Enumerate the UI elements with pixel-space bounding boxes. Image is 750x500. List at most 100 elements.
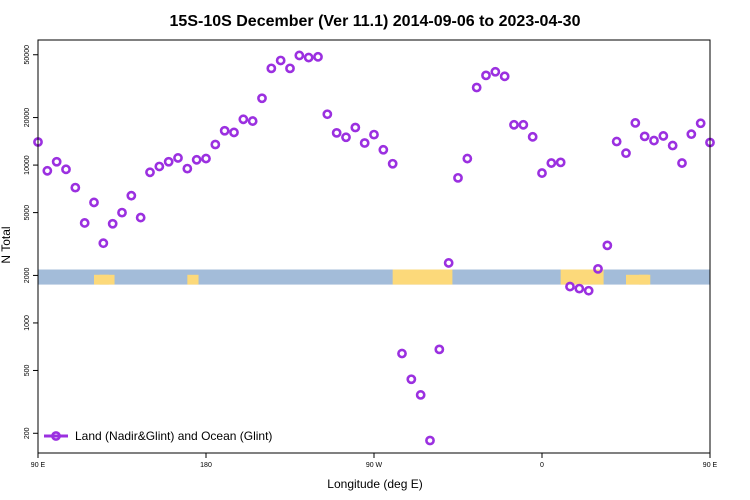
x-tick-label: 180 <box>200 462 212 469</box>
data-point <box>107 218 118 229</box>
data-point <box>462 153 473 164</box>
land-band <box>187 274 199 285</box>
data-point <box>611 136 622 147</box>
chart-title: 15S-10S December (Ver 11.1) 2014-09-06 t… <box>170 13 581 30</box>
data-point <box>369 129 379 140</box>
land-band <box>560 269 604 285</box>
data-point <box>145 167 155 178</box>
y-tick-label: 5000 <box>24 205 31 221</box>
land-band <box>392 269 453 285</box>
data-point <box>481 70 491 81</box>
y-tick-label: 20000 <box>24 108 31 128</box>
data-point <box>406 374 417 385</box>
land-band <box>99 274 109 285</box>
data-point <box>602 240 613 251</box>
data-point <box>667 140 678 151</box>
data-point <box>210 139 221 150</box>
legend-marker <box>51 431 61 441</box>
x-tick-label: 90 W <box>366 462 383 469</box>
data-point <box>593 263 603 274</box>
data-point <box>285 63 295 74</box>
data-point <box>490 66 501 77</box>
data-point <box>537 168 547 178</box>
data-point <box>649 135 659 146</box>
y-axis-label: N Total <box>0 226 13 263</box>
data-point <box>135 212 146 223</box>
data-point <box>98 238 109 249</box>
data-point <box>117 207 127 218</box>
data-point <box>546 158 557 168</box>
y-tick-label: 1000 <box>24 315 31 331</box>
data-points <box>33 50 715 446</box>
data-point <box>79 218 90 228</box>
data-point <box>341 132 351 143</box>
data-point <box>247 116 258 126</box>
data-point <box>322 109 333 120</box>
x-tick-label: 90 E <box>31 462 46 469</box>
y-tick-label: 2000 <box>24 268 31 284</box>
ocean-land-band <box>38 269 710 285</box>
data-point <box>350 122 361 133</box>
y-tick-label: 10000 <box>24 155 31 175</box>
data-point <box>51 156 62 167</box>
data-point <box>229 127 239 138</box>
data-point <box>499 71 510 82</box>
data-point <box>303 52 314 63</box>
x-tick-label: 90 E <box>703 462 718 469</box>
data-point <box>275 55 286 66</box>
data-point <box>415 390 426 400</box>
legend-label: Land (Nadir&Glint) and Ocean (Glint) <box>75 429 272 443</box>
y-tick-label: 50000 <box>24 45 31 65</box>
data-point <box>518 119 529 130</box>
data-point <box>555 157 566 168</box>
land-band <box>626 274 651 285</box>
data-point <box>397 348 407 359</box>
data-point <box>257 93 267 104</box>
data-point <box>191 154 202 165</box>
data-point <box>219 125 230 136</box>
x-axis-label: Longitude (deg E) <box>327 477 422 491</box>
data-point <box>154 161 165 172</box>
data-point <box>425 435 435 446</box>
data-point <box>574 283 585 294</box>
y-tick-label: 200 <box>24 427 31 439</box>
data-point <box>695 118 706 129</box>
data-point <box>359 138 370 148</box>
data-point <box>434 344 445 355</box>
data-point <box>173 153 183 163</box>
data-point <box>565 281 575 292</box>
data-point <box>527 131 538 142</box>
data-point <box>70 182 81 193</box>
legend: Land (Nadir&Glint) and Ocean (Glint) <box>44 429 272 443</box>
data-point <box>126 190 137 201</box>
data-point <box>387 158 398 169</box>
data-point <box>238 114 249 125</box>
axis-ticks: 200 500 1000 2000 5000 10000 20000 50000 90 E 180… <box>24 45 718 469</box>
data-point <box>182 163 193 174</box>
data-point <box>621 148 631 159</box>
data-point <box>266 63 277 74</box>
data-point <box>378 144 389 155</box>
data-point <box>471 82 482 93</box>
ocean-band <box>38 269 710 285</box>
data-point <box>509 119 519 130</box>
data-point <box>686 129 697 140</box>
data-point <box>453 172 463 183</box>
data-point <box>313 51 323 62</box>
data-point <box>630 118 641 128</box>
data-point <box>201 153 211 164</box>
data-point <box>331 127 342 138</box>
land-band <box>639 274 649 285</box>
data-point <box>443 258 454 268</box>
data-point <box>42 165 53 176</box>
data-point <box>294 50 305 61</box>
data-point <box>639 131 650 142</box>
data-point <box>61 164 71 175</box>
data-point <box>583 285 594 296</box>
data-point <box>677 158 687 168</box>
data-point <box>658 131 669 141</box>
data-point <box>89 197 99 208</box>
data-point <box>163 156 174 167</box>
